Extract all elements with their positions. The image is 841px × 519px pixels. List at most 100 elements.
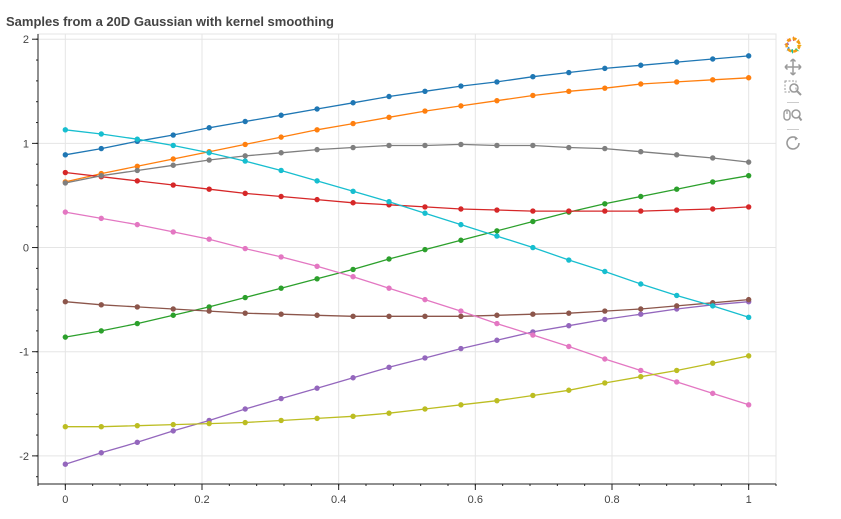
- data-point: [62, 152, 69, 158]
- data-point: [170, 306, 176, 312]
- data-point: [134, 178, 140, 184]
- data-point: [638, 208, 644, 214]
- wheel-zoom-tool-icon[interactable]: [781, 105, 805, 127]
- data-point: [314, 127, 320, 133]
- data-point: [278, 150, 284, 156]
- data-point: [170, 162, 176, 168]
- series-line: [65, 55, 749, 156]
- data-point: [602, 356, 608, 362]
- data-point: [458, 313, 464, 319]
- data-point: [458, 221, 464, 228]
- data-point: [278, 417, 284, 424]
- y-tick-label: 1: [23, 138, 29, 150]
- bokeh-logo-icon[interactable]: [781, 34, 805, 56]
- data-point: [350, 120, 356, 127]
- data-point: [170, 182, 176, 188]
- data-point: [674, 292, 680, 299]
- data-point: [134, 320, 140, 327]
- series-line: [65, 77, 749, 183]
- data-point: [638, 374, 644, 380]
- reset-tool-icon[interactable]: [781, 132, 805, 154]
- data-point: [745, 172, 752, 179]
- data-point: [638, 81, 644, 87]
- data-point: [422, 313, 428, 319]
- data-point: [566, 322, 572, 329]
- data-point: [98, 302, 104, 308]
- data-point: [278, 167, 284, 174]
- data-point: [458, 308, 464, 314]
- data-point: [206, 125, 212, 131]
- data-point: [98, 172, 104, 179]
- data-point: [350, 100, 356, 106]
- data-point: [494, 397, 500, 404]
- data-point: [98, 424, 104, 430]
- data-point: [422, 88, 428, 94]
- data-point: [530, 311, 536, 317]
- data-point: [170, 132, 176, 138]
- series-line: [65, 143, 749, 184]
- data-point: [458, 83, 464, 89]
- data-point: [422, 246, 428, 253]
- data-point: [745, 53, 752, 59]
- data-point: [638, 149, 644, 155]
- y-tick-label: -1: [19, 347, 29, 359]
- pan-tool-icon[interactable]: [781, 56, 805, 78]
- data-point: [62, 299, 69, 305]
- data-point: [350, 413, 356, 419]
- data-point: [494, 228, 500, 234]
- data-point: [674, 367, 680, 374]
- data-point: [458, 237, 464, 243]
- data-point: [314, 276, 320, 282]
- data-point: [494, 79, 500, 85]
- data-point: [170, 156, 176, 162]
- data-point: [745, 204, 752, 210]
- data-point: [206, 157, 212, 163]
- data-point: [494, 337, 500, 343]
- data-point: [314, 385, 320, 391]
- series-line: [65, 211, 749, 406]
- data-point: [134, 136, 140, 142]
- data-point: [314, 263, 320, 269]
- series-7: [62, 209, 752, 408]
- data-point: [62, 127, 69, 133]
- data-point: [530, 218, 536, 225]
- data-point: [494, 233, 500, 239]
- series-line: [65, 355, 749, 428]
- data-point: [710, 303, 716, 309]
- data-point: [242, 190, 248, 197]
- data-point: [350, 274, 356, 280]
- series-9: [62, 353, 752, 430]
- data-point: [170, 142, 176, 149]
- data-point: [278, 395, 284, 402]
- data-point: [386, 410, 392, 416]
- series-line: [65, 171, 749, 212]
- toolbar-divider: [787, 102, 799, 103]
- data-point: [170, 428, 176, 434]
- data-point: [314, 312, 320, 318]
- data-point: [566, 387, 572, 393]
- series-group: [62, 53, 752, 467]
- data-point: [278, 311, 284, 317]
- data-point: [494, 312, 500, 318]
- data-point: [566, 208, 572, 214]
- x-tick-label: 0: [62, 494, 68, 506]
- data-point: [98, 215, 104, 222]
- data-point: [134, 167, 140, 174]
- data-point: [638, 281, 644, 287]
- data-point: [638, 62, 644, 68]
- data-point: [62, 180, 69, 186]
- data-point: [242, 294, 248, 301]
- data-point: [314, 415, 320, 422]
- data-point: [386, 313, 392, 319]
- series-8: [62, 141, 752, 186]
- data-point: [206, 236, 212, 242]
- x-tick-label: 0.8: [604, 494, 619, 506]
- data-point: [710, 390, 716, 397]
- x-tick-label: 0.2: [194, 494, 209, 506]
- series-line: [65, 301, 749, 465]
- data-point: [386, 256, 392, 262]
- data-point: [530, 142, 536, 149]
- data-point: [530, 74, 536, 80]
- data-point: [278, 134, 284, 140]
- box-zoom-tool-icon[interactable]: [781, 78, 805, 100]
